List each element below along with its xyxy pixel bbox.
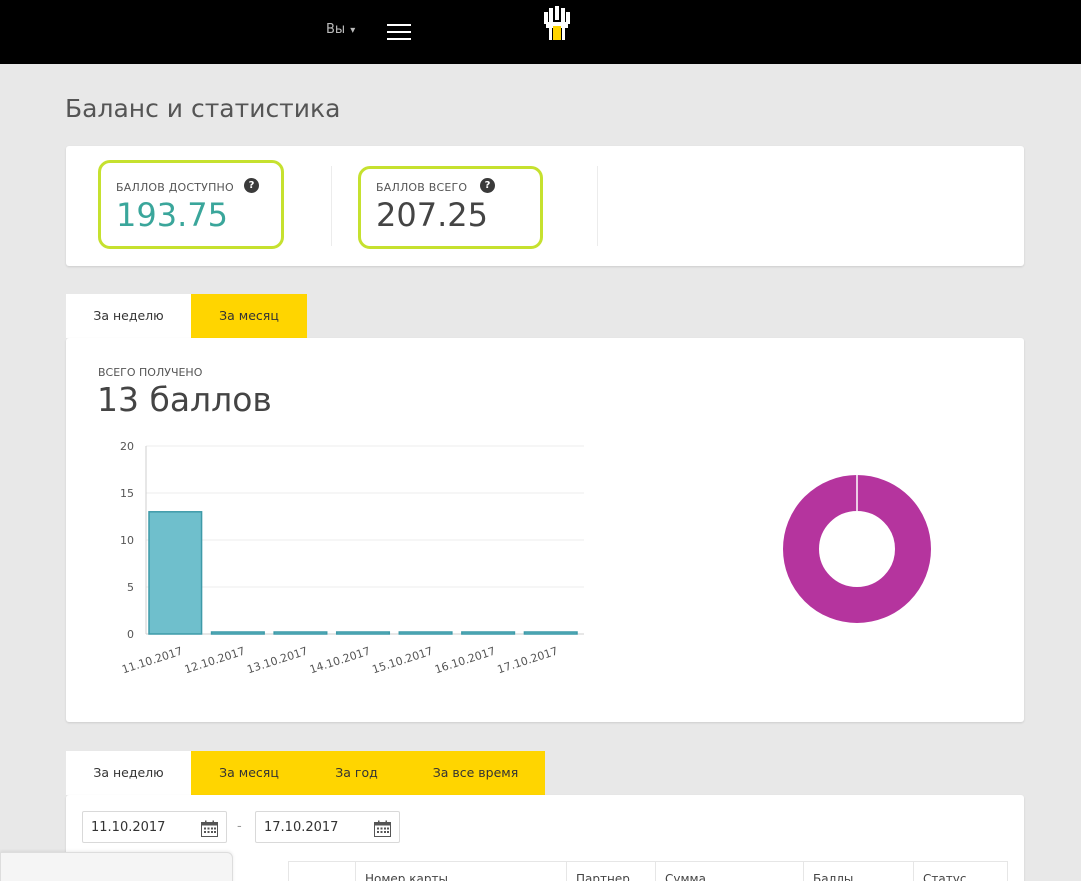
bar <box>523 631 578 635</box>
user-menu[interactable]: Вы ▾ <box>326 22 355 37</box>
column-status[interactable]: Статус <box>923 872 967 881</box>
y-tick-label: 20 <box>120 440 134 453</box>
x-tick-label: 13.10.2017 <box>245 644 309 676</box>
points-total-label: БАЛЛОВ ВСЕГО <box>376 181 468 194</box>
points-total-value: 207.25 <box>376 196 488 234</box>
chevron-down-icon: ▾ <box>350 25 356 36</box>
calendar-icon[interactable] <box>374 820 391 837</box>
date-range-separator: - <box>237 819 242 834</box>
total-received-label: ВСЕГО ПОЛУЧЕНО <box>98 366 203 379</box>
hamburger-icon[interactable] <box>387 24 411 40</box>
column-divider <box>803 862 804 881</box>
column-amount[interactable]: Сумма <box>665 872 706 881</box>
tab-all-time[interactable]: За все время <box>406 751 545 795</box>
tab-week[interactable]: За неделю <box>66 751 191 795</box>
bar <box>398 631 453 635</box>
column-partner[interactable]: Партнер <box>576 872 630 881</box>
bar <box>210 631 265 635</box>
divider <box>331 166 332 246</box>
tab-year[interactable]: За год <box>307 751 406 795</box>
points-bar-chart: 0 5 10 15 20 11.10.201712.10.201713.10.201714… <box>120 440 584 676</box>
points-donut-chart <box>783 475 931 623</box>
top-bar: Вы ▾ <box>0 0 1081 64</box>
tab-month[interactable]: За месяц <box>191 294 307 338</box>
y-tick-label: 10 <box>120 534 134 547</box>
points-available-box: БАЛЛОВ ДОСТУПНО ? 193.75 <box>98 160 284 249</box>
date-from-input[interactable]: 11.10.2017 <box>82 811 227 843</box>
points-total-box: БАЛЛОВ ВСЕГО ? 207.25 <box>358 166 543 249</box>
x-tick-label: 12.10.2017 <box>183 644 247 676</box>
page-title: Баланс и статистика <box>65 94 341 123</box>
x-tick-label: 17.10.2017 <box>496 644 560 676</box>
column-divider <box>566 862 567 881</box>
bar <box>273 631 328 635</box>
total-received-value: 13 баллов <box>97 380 272 419</box>
date-to-input[interactable]: 17.10.2017 <box>255 811 400 843</box>
history-table-header: Номер карты Партнер Сумма Баллы Статус <box>288 861 1008 881</box>
y-tick-label: 15 <box>120 487 134 500</box>
tab-month[interactable]: За месяц <box>191 751 307 795</box>
rosneft-logo-icon[interactable] <box>541 6 573 44</box>
column-divider <box>355 862 356 881</box>
calendar-icon[interactable] <box>201 820 218 837</box>
bar <box>335 631 391 635</box>
balance-card: БАЛЛОВ ДОСТУПНО ? 193.75 БАЛЛОВ ВСЕГО ? … <box>66 146 1024 266</box>
stats-card: ВСЕГО ПОЛУЧЕНО 13 баллов 0 5 10 15 20 11.10.2… <box>66 338 1024 722</box>
y-tick-label: 0 <box>127 628 134 641</box>
x-tick-label: 14.10.2017 <box>308 644 372 676</box>
help-icon[interactable]: ? <box>480 178 495 193</box>
date-to-value: 17.10.2017 <box>264 820 339 835</box>
points-available-value: 193.75 <box>116 196 228 234</box>
x-tick-label: 15.10.2017 <box>371 644 435 676</box>
stats-period-tabs: За неделю За месяц <box>66 294 307 338</box>
user-menu-label: Вы <box>326 22 346 37</box>
column-divider <box>913 862 914 881</box>
y-tick-label: 5 <box>127 581 134 594</box>
help-icon[interactable]: ? <box>244 178 259 193</box>
tab-week[interactable]: За неделю <box>66 294 191 338</box>
x-tick-label: 11.10.2017 <box>120 644 184 676</box>
divider <box>597 166 598 246</box>
bar <box>148 511 203 635</box>
column-points[interactable]: Баллы <box>813 872 854 881</box>
points-available-label: БАЛЛОВ ДОСТУПНО <box>116 181 234 194</box>
history-period-tabs: За неделю За месяц За год За все время <box>66 751 545 795</box>
bottom-panel <box>0 852 233 881</box>
date-from-value: 11.10.2017 <box>91 820 166 835</box>
column-divider <box>655 862 656 881</box>
bar <box>461 631 516 635</box>
column-card-number[interactable]: Номер карты <box>365 872 448 881</box>
x-tick-label: 16.10.2017 <box>433 644 497 676</box>
